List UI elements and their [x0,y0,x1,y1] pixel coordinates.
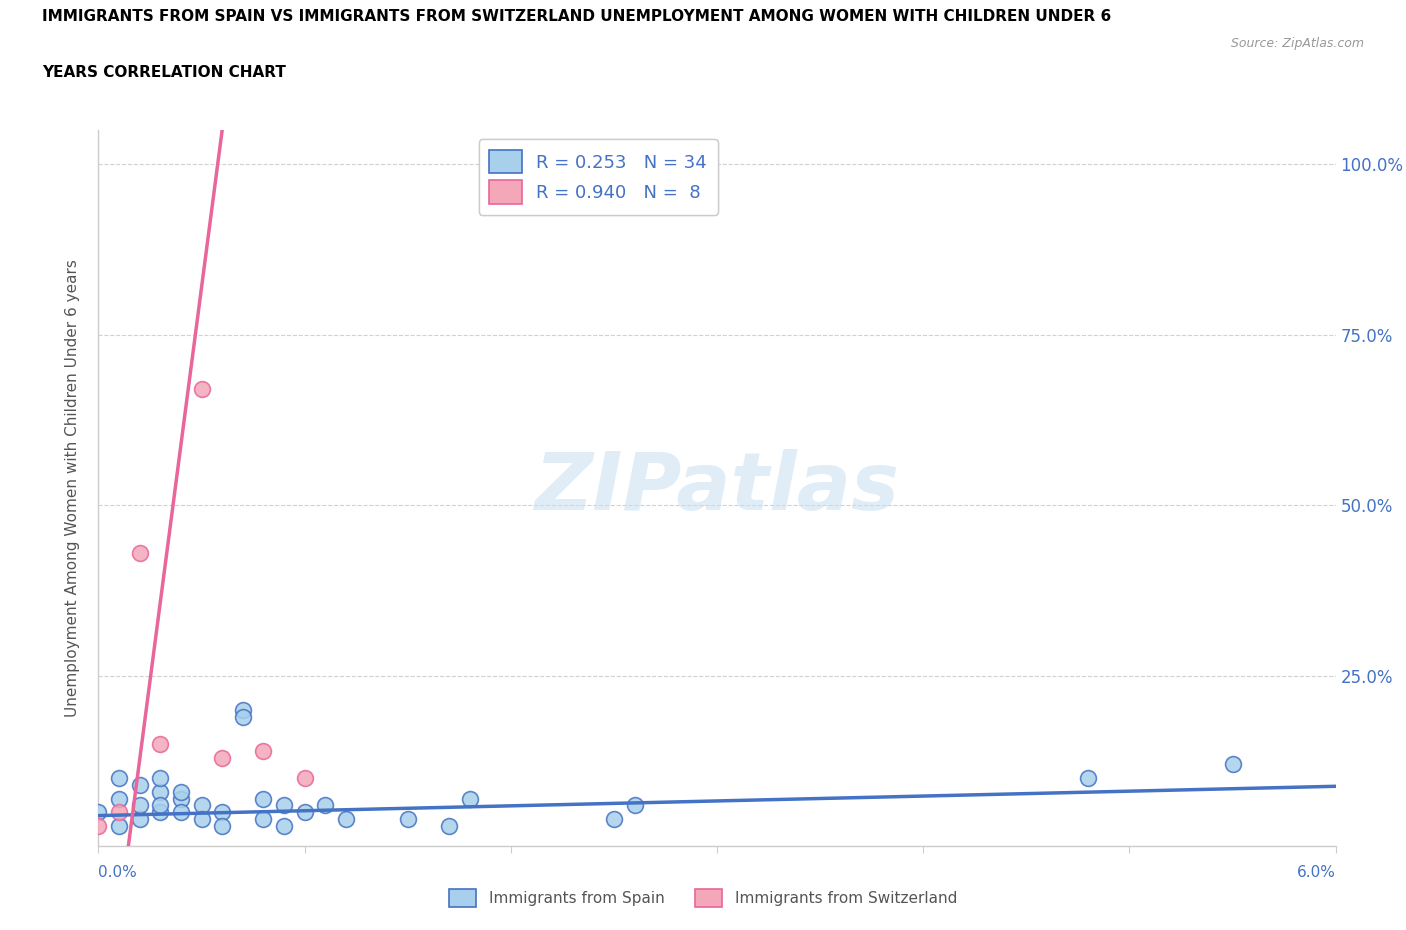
Point [273,818,295,833]
Point [190,798,212,813]
Point [335,812,357,827]
Point [294,804,316,819]
Point [232,702,254,717]
Point [232,710,254,724]
Point [623,798,645,813]
Point [211,751,233,765]
Point [170,804,193,819]
Point [128,777,150,792]
Point [190,382,212,397]
Point [108,771,131,786]
Point [128,546,150,561]
Point [149,784,172,799]
Point [211,804,233,819]
Point [294,771,316,786]
Point [149,771,172,786]
Text: ZIPatlas: ZIPatlas [534,449,900,527]
Point [273,798,295,813]
Point [128,812,150,827]
Point [458,791,481,806]
Point [396,812,419,827]
Point [1077,771,1099,786]
Y-axis label: Unemployment Among Women with Children Under 6 years: Unemployment Among Women with Children U… [65,259,80,717]
Legend: R = 0.253   N = 34, R = 0.940   N =  8: R = 0.253 N = 34, R = 0.940 N = 8 [478,140,718,215]
Text: IMMIGRANTS FROM SPAIN VS IMMIGRANTS FROM SWITZERLAND UNEMPLOYMENT AMONG WOMEN WI: IMMIGRANTS FROM SPAIN VS IMMIGRANTS FROM… [42,9,1111,24]
Point [170,784,193,799]
Text: 0.0%: 0.0% [98,865,138,880]
Point [149,804,172,819]
Point [87,804,110,819]
Point [603,812,626,827]
Point [252,743,274,758]
Point [170,791,193,806]
Point [190,812,212,827]
Text: Source: ZipAtlas.com: Source: ZipAtlas.com [1230,37,1364,50]
Point [1222,757,1244,772]
Point [314,798,336,813]
Point [149,737,172,751]
Point [437,818,460,833]
Point [108,804,131,819]
Legend: Immigrants from Spain, Immigrants from Switzerland: Immigrants from Spain, Immigrants from S… [443,884,963,913]
Point [108,791,131,806]
Text: YEARS CORRELATION CHART: YEARS CORRELATION CHART [42,65,285,80]
Point [87,818,110,833]
Point [252,791,274,806]
Text: 6.0%: 6.0% [1296,865,1336,880]
Point [128,798,150,813]
Point [108,818,131,833]
Point [252,812,274,827]
Point [211,818,233,833]
Point [149,798,172,813]
